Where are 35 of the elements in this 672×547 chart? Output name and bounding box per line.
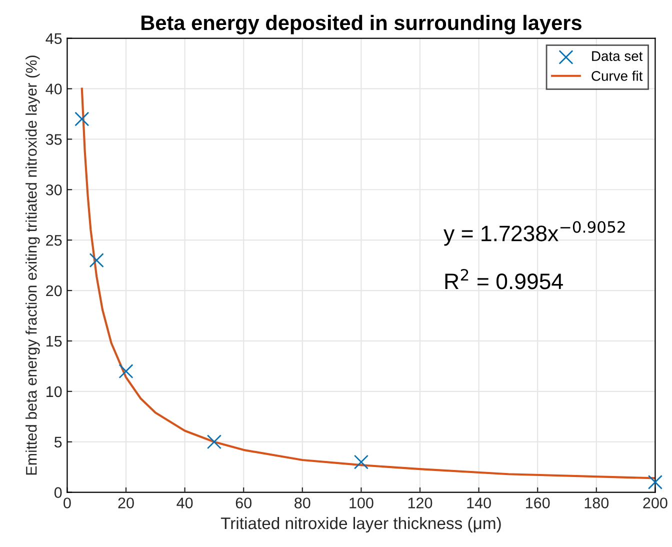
annotation: y = 1.7238x$^{−0.9052}$ [444,221,625,246]
y-tick-label: 35 [46,134,62,145]
y-tick-label: 10 [46,386,62,398]
point [354,454,368,470]
x-tick-label: 60 [236,498,252,508]
point [118,364,134,379]
legend-label: Curve fit [592,70,643,81]
point [74,112,90,126]
x-tick-label: 40 [176,498,193,508]
x-tick-label: 0 [64,498,71,508]
x-tick-label: 160 [526,498,550,508]
point [648,474,662,490]
y-tick-label: 0 [54,487,62,498]
x-tick-label: 120 [408,498,432,508]
y-tick-label: 25 [46,234,62,246]
chart-title: Beta energy deposited in surrounding layers [141,14,582,34]
x-tick-label: 80 [294,498,310,508]
y-tick-label: 5 [54,436,62,448]
x-tick-label: 100 [350,498,374,508]
y-tick-label: 15 [46,336,62,347]
point [89,252,104,268]
x-tick-label: 20 [118,498,134,508]
x-tick-label: 180 [584,498,609,508]
x-axis-title: Tritiated nitroxide layer thickness (μm) [220,516,501,532]
y-tick-label: 45 [46,33,62,44]
legend-label: Data set [592,51,643,61]
y-tick-label: 30 [46,184,62,196]
annotation: R$^{2}$ = 0.9954 [445,268,563,290]
y-tick-label: 40 [46,84,62,94]
x-tick-label: 200 [643,498,668,508]
x-tick-label: 140 [467,498,491,508]
point [206,434,222,450]
y-tick-label: 20 [46,285,62,296]
line-series [80,88,656,480]
y-axis-title: Emitted beta energy fraction exiting tritiated nitroxide layer (%) [26,56,40,475]
